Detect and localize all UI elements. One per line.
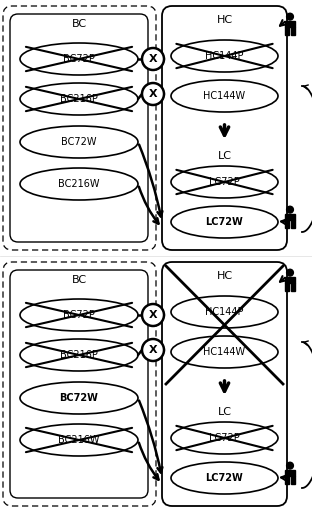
Text: BC216W: BC216W <box>58 179 100 189</box>
Polygon shape <box>291 283 295 290</box>
Text: X: X <box>149 310 157 320</box>
Text: BC72W: BC72W <box>61 137 97 147</box>
Ellipse shape <box>20 424 138 456</box>
Text: BC216P: BC216P <box>60 94 98 104</box>
Polygon shape <box>285 470 295 476</box>
Text: LC72W: LC72W <box>206 473 243 483</box>
Text: LC: LC <box>217 407 232 417</box>
Circle shape <box>142 339 164 361</box>
Text: HC144W: HC144W <box>203 347 246 357</box>
Text: BC216P: BC216P <box>60 350 98 360</box>
Text: BC72P: BC72P <box>63 310 95 320</box>
Ellipse shape <box>171 166 278 198</box>
Polygon shape <box>285 476 289 483</box>
Ellipse shape <box>20 382 138 414</box>
Ellipse shape <box>171 296 278 328</box>
Polygon shape <box>285 27 289 35</box>
FancyBboxPatch shape <box>162 6 287 250</box>
Ellipse shape <box>171 462 278 494</box>
Ellipse shape <box>20 126 138 158</box>
Ellipse shape <box>171 206 278 238</box>
FancyBboxPatch shape <box>10 14 148 242</box>
Text: BC72P: BC72P <box>63 54 95 64</box>
Text: HC144W: HC144W <box>203 91 246 101</box>
Ellipse shape <box>20 299 138 331</box>
Polygon shape <box>291 476 295 483</box>
FancyBboxPatch shape <box>3 262 156 506</box>
Polygon shape <box>285 20 295 27</box>
Ellipse shape <box>20 339 138 371</box>
FancyBboxPatch shape <box>162 262 287 506</box>
Polygon shape <box>291 220 295 227</box>
Text: BC216W: BC216W <box>58 435 100 445</box>
Ellipse shape <box>171 422 278 454</box>
FancyBboxPatch shape <box>10 270 148 498</box>
Ellipse shape <box>20 43 138 75</box>
Text: BC: BC <box>71 19 86 29</box>
Ellipse shape <box>171 336 278 368</box>
Circle shape <box>142 83 164 105</box>
Text: HC: HC <box>217 271 232 281</box>
Circle shape <box>287 206 293 213</box>
Circle shape <box>287 13 293 20</box>
Polygon shape <box>285 214 295 220</box>
Ellipse shape <box>171 80 278 112</box>
Text: HC: HC <box>217 15 232 25</box>
Polygon shape <box>285 283 289 290</box>
Circle shape <box>142 304 164 326</box>
Text: X: X <box>149 345 157 355</box>
Text: HC144P: HC144P <box>205 307 244 317</box>
Text: X: X <box>149 89 157 99</box>
Circle shape <box>142 48 164 70</box>
Ellipse shape <box>171 40 278 72</box>
Polygon shape <box>285 276 295 283</box>
Polygon shape <box>291 27 295 35</box>
Text: X: X <box>149 54 157 64</box>
Circle shape <box>287 269 293 276</box>
Circle shape <box>287 462 293 469</box>
Text: BC: BC <box>71 275 86 285</box>
Ellipse shape <box>20 168 138 200</box>
Text: BC72W: BC72W <box>60 393 99 403</box>
Polygon shape <box>285 220 289 227</box>
Ellipse shape <box>20 83 138 115</box>
FancyBboxPatch shape <box>3 6 156 250</box>
Text: LC: LC <box>217 151 232 161</box>
Text: LC72P: LC72P <box>209 433 240 443</box>
Text: LC72P: LC72P <box>209 177 240 187</box>
Text: HC144P: HC144P <box>205 51 244 61</box>
Text: LC72W: LC72W <box>206 217 243 227</box>
